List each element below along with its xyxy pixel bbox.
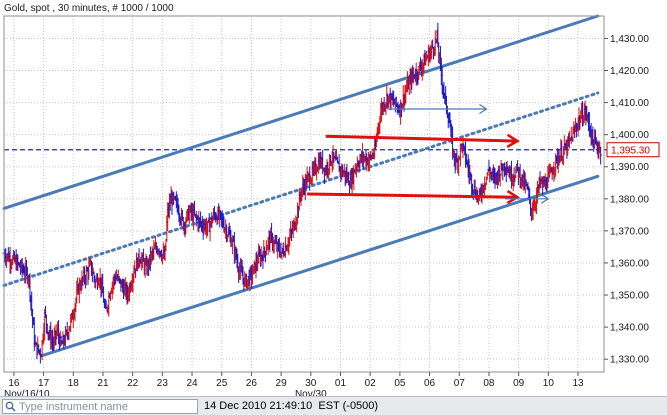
arrow-head bbox=[506, 133, 520, 148]
x-tick-label: 02 bbox=[365, 378, 377, 389]
timestamp: 14 Dec 2010 21:49:10 EST (-0500) bbox=[204, 400, 379, 412]
x-tick-label: 26 bbox=[246, 378, 258, 389]
x-tick-label: 21 bbox=[97, 378, 109, 389]
y-tick-label: 1,330.00 bbox=[610, 355, 649, 366]
red-arrow bbox=[325, 133, 520, 148]
y-tick-label: 1,350.00 bbox=[610, 291, 649, 302]
price-marker-box bbox=[606, 142, 660, 158]
arrow-head bbox=[479, 104, 488, 115]
y-tick-label: 1,360.00 bbox=[610, 258, 649, 269]
x-tick-label: 30 bbox=[305, 378, 317, 389]
price-bars bbox=[2, 22, 603, 364]
x-tick-label: 08 bbox=[483, 378, 495, 389]
instrument-search-input[interactable] bbox=[17, 400, 191, 413]
y-tick-label: 1,370.00 bbox=[610, 226, 649, 237]
axes: 1,330.00 1,340.00 1,350.00 1,360.00 1,370.00… bbox=[4, 34, 649, 396]
blue-arrow bbox=[387, 104, 488, 115]
price-marker-label: 1,395.30 bbox=[611, 146, 650, 157]
x-tick-label: 18 bbox=[68, 378, 80, 389]
x-tick-label: 05 bbox=[394, 378, 406, 389]
arrow-shaft bbox=[325, 134, 518, 143]
price-marker: 1,395.30 bbox=[606, 142, 660, 158]
x-tick-label: 10 bbox=[543, 378, 555, 389]
x-tick-label: 07 bbox=[454, 378, 466, 389]
ohlc-bar bbox=[599, 146, 603, 165]
x-tick-label: 22 bbox=[127, 378, 139, 389]
x-tick-label: 23 bbox=[157, 378, 169, 389]
x-tick-label: 06 bbox=[424, 378, 436, 389]
x-tick-label: 13 bbox=[572, 378, 584, 389]
red-arrow bbox=[307, 189, 520, 205]
x-tick-label: 09 bbox=[513, 378, 525, 389]
arrow-head bbox=[506, 189, 520, 205]
y-tick-label: 1,410.00 bbox=[610, 98, 649, 109]
chart-title: Gold, spot , 30 minutes, # 1000 / 1000 bbox=[4, 3, 174, 14]
channel-line bbox=[2, 14, 600, 210]
x-month-label: Nov/16/10 bbox=[4, 389, 50, 396]
price-chart[interactable]: 1,330.00 1,340.00 1,350.00 1,360.00 1,370.00… bbox=[0, 0, 667, 396]
x-tick-label: 24 bbox=[186, 378, 198, 389]
y-tick-label: 1,430.00 bbox=[610, 34, 649, 45]
x-tick-label: 16 bbox=[8, 378, 20, 389]
arrow-shaft bbox=[307, 192, 518, 199]
status-bar: 14 Dec 2010 21:49:10 EST (-0500) bbox=[0, 396, 667, 415]
blue-arrow bbox=[505, 193, 550, 204]
annotation-arrows bbox=[307, 104, 550, 205]
arrow-head bbox=[541, 193, 550, 204]
x-tick-label: 29 bbox=[276, 378, 288, 389]
x-month-label: Nov/30 bbox=[295, 389, 327, 396]
y-tick-label: 1,380.00 bbox=[610, 194, 649, 205]
x-tick-label: 25 bbox=[216, 378, 228, 389]
plot-frame bbox=[3, 15, 605, 373]
x-tick-label: 01 bbox=[335, 378, 347, 389]
y-tick-label: 1,390.00 bbox=[610, 162, 649, 173]
channel-line bbox=[39, 174, 600, 358]
instrument-search[interactable] bbox=[2, 399, 198, 414]
y-tick-label: 1,420.00 bbox=[610, 66, 649, 77]
y-tick-label: 1,400.00 bbox=[610, 130, 649, 141]
search-icon bbox=[3, 400, 17, 413]
x-tick-label: 17 bbox=[38, 378, 50, 389]
chart-background bbox=[0, 0, 667, 396]
y-tick-label: 1,340.00 bbox=[610, 323, 649, 334]
